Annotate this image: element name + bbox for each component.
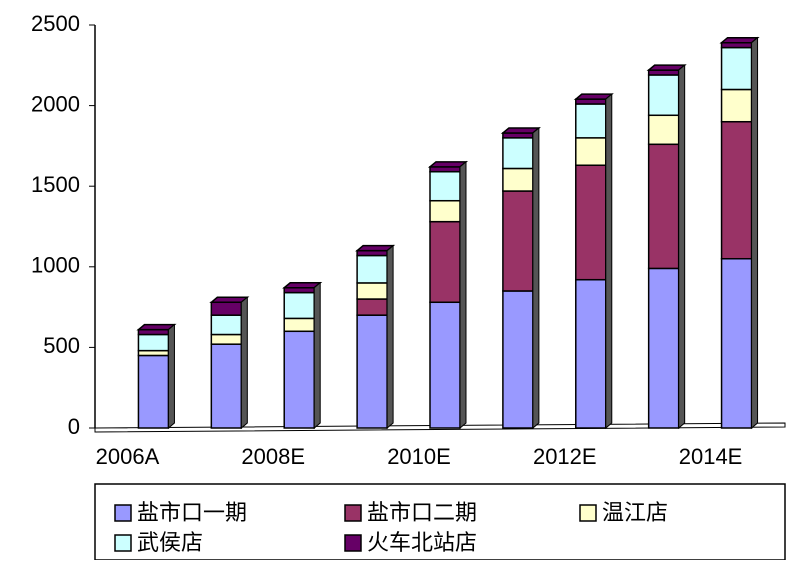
y-tick-label: 500 — [43, 333, 80, 358]
bar-side — [313, 281, 321, 430]
x-tick-label: 2008E — [241, 444, 305, 469]
legend-label: 火车北站店 — [367, 530, 477, 555]
bar-segment — [429, 199, 461, 223]
y-tick-label: 1500 — [31, 172, 80, 197]
bar-segment — [720, 46, 753, 91]
legend-swatch — [344, 534, 362, 552]
bar-segment — [356, 298, 388, 316]
legend-swatch — [114, 504, 132, 522]
bar-segment — [575, 137, 607, 166]
bar-segment — [283, 291, 315, 320]
bar-segment — [575, 278, 607, 429]
bar-segment — [647, 74, 680, 117]
bar-segment — [575, 164, 607, 281]
legend-label: 温江店 — [602, 500, 668, 525]
bar-segment — [283, 317, 315, 333]
bar-side — [532, 126, 540, 430]
x-tick-label: 2014E — [679, 444, 743, 469]
bar-segment — [502, 290, 534, 429]
legend-label: 盐市口二期 — [367, 500, 477, 525]
bar-side — [459, 160, 467, 430]
bar-segment — [502, 190, 534, 292]
bar-side — [605, 93, 613, 430]
y-tick-label: 2500 — [31, 11, 80, 36]
legend — [94, 483, 786, 561]
bar-segment — [356, 254, 388, 284]
x-tick-label: 2010E — [387, 444, 451, 469]
bar-segment — [502, 167, 534, 192]
y-tick-label: 2000 — [31, 91, 80, 116]
bar-segment — [575, 103, 607, 139]
bar-segment — [283, 330, 315, 429]
bar-segment — [720, 88, 753, 123]
bar-side — [678, 64, 686, 430]
bar-side — [167, 323, 175, 430]
legend-swatch — [114, 534, 132, 552]
bar-segment — [356, 314, 388, 429]
bar-segment — [429, 170, 461, 202]
legend-swatch — [579, 504, 597, 522]
bar-segment — [210, 343, 243, 429]
bar-segment — [137, 354, 170, 429]
bar-segment — [720, 257, 753, 429]
legend-label: 盐市口一期 — [137, 500, 247, 525]
bar-segment — [210, 333, 243, 345]
bar-segment — [210, 301, 243, 316]
bar-segment — [647, 267, 680, 429]
bar-segment — [647, 114, 680, 146]
bar-side — [386, 244, 394, 430]
legend-label: 武侯店 — [137, 530, 203, 555]
bar-side — [751, 36, 759, 430]
x-tick-label: 2006A — [96, 444, 160, 469]
bar-segment — [647, 143, 680, 270]
bar-segment — [429, 220, 461, 304]
bar-side — [240, 296, 248, 430]
bar-segment — [356, 282, 388, 300]
y-tick-label: 1000 — [31, 253, 80, 278]
bar-segment — [502, 137, 534, 170]
x-tick-label: 2012E — [533, 444, 597, 469]
y-tick-label: 0 — [68, 414, 80, 439]
bar-segment — [137, 333, 170, 352]
bar-segment — [429, 301, 461, 429]
bar-segment — [210, 314, 243, 336]
legend-swatch — [344, 504, 362, 522]
bar-segment — [720, 120, 753, 260]
